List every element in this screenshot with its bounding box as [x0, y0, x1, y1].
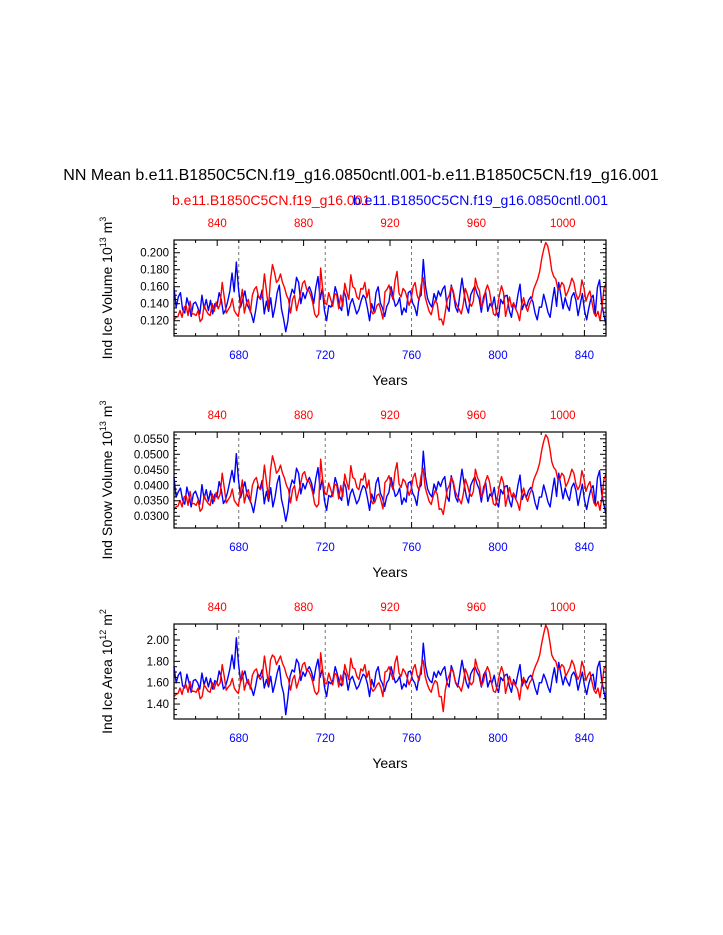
y-axis-label-exponent: 13: [98, 237, 108, 247]
y-tick-label: 0.0350: [134, 496, 169, 508]
y-tick-label: 0.200: [140, 248, 169, 260]
series-line-red: [173, 434, 607, 516]
chart-title: NN Mean b.e11.B1850C5CN.f19_g16.0850cntl…: [63, 167, 658, 184]
y-tick-label: 0.120: [140, 316, 169, 328]
bottom-x-tick-label: 760: [402, 733, 421, 745]
legend-blue-label: b.e11.B1850C5CN.f19_g16.0850cntl.001: [353, 192, 608, 208]
top-x-tick-label: 880: [294, 602, 313, 614]
y-axis-label-exponent: 2: [98, 609, 108, 614]
top-x-tick-label: 1000: [550, 602, 576, 614]
bottom-x-tick-label: 720: [316, 542, 335, 554]
top-x-tick-label: 960: [467, 218, 486, 230]
y-axis-label-part: Ind Ice Area 10: [99, 639, 115, 733]
y-tick-label: 0.160: [140, 282, 169, 294]
bottom-x-tick-label: 840: [575, 350, 594, 362]
y-axis-label-exponent: 3: [98, 217, 108, 222]
legend-red-label: b.e11.B1850C5CN.f19_g16.001: [172, 192, 370, 208]
y-tick-label: 0.140: [140, 299, 169, 311]
y-tick-label: 1.60: [147, 678, 169, 690]
bottom-x-tick-label: 800: [488, 542, 507, 554]
y-axis-label-part: m: [99, 406, 115, 418]
top-x-tick-label: 840: [208, 218, 227, 230]
bottom-x-tick-label: 680: [229, 542, 248, 554]
y-axis-label-part: m: [99, 614, 115, 626]
y-axis-label-part: Ind Snow Volume 10: [99, 431, 115, 560]
series-line-blue: [173, 258, 607, 333]
chart-panel-2: 0.0300 0.0350 0.0400 0.0450 0.0500 0.0550 680 7…: [98, 400, 607, 580]
series-line-blue: [173, 637, 607, 716]
y-axis-label-part: Ind Ice Volume 10: [99, 247, 115, 359]
y-tick-label: 0.0550: [134, 434, 169, 446]
bottom-x-tick-label: 720: [316, 733, 335, 745]
top-x-tick-label: 1000: [550, 410, 576, 422]
bottom-x-tick-label: 760: [402, 542, 421, 554]
top-x-tick-label: 1000: [550, 218, 576, 230]
y-axis-label-exponent: 13: [98, 421, 108, 431]
y-axis-label: Ind Ice Area 1012 m2: [98, 609, 115, 734]
x-axis-label: Years: [372, 755, 407, 771]
bottom-x-tick-label: 800: [488, 350, 507, 362]
bottom-x-tick-label: 760: [402, 350, 421, 362]
y-axis-label: Ind Snow Volume 1013 m3: [98, 400, 115, 559]
y-tick-label: 0.0450: [134, 465, 169, 477]
y-tick-label: 2.00: [147, 635, 169, 647]
top-x-tick-label: 840: [208, 602, 227, 614]
chart-panel-3: 1.40 1.60 1.80 2.00 680 720 760 800 840 840 880 920…: [98, 602, 607, 771]
bottom-x-tick-label: 840: [575, 542, 594, 554]
top-x-tick-label: 920: [380, 602, 399, 614]
x-axis-label: Years: [372, 372, 407, 388]
y-tick-label: 0.0400: [134, 480, 169, 492]
bottom-x-tick-label: 680: [229, 350, 248, 362]
y-tick-label: 0.0300: [134, 511, 169, 523]
y-axis-label-exponent: 12: [98, 630, 108, 640]
y-tick-label: 1.80: [147, 656, 169, 668]
bottom-x-tick-label: 680: [229, 733, 248, 745]
x-axis-label: Years: [372, 564, 407, 580]
y-tick-label: 0.180: [140, 265, 169, 277]
top-x-tick-label: 960: [467, 410, 486, 422]
series-line-red: [173, 241, 607, 326]
y-axis-label-part: m: [99, 222, 115, 234]
y-tick-label: 0.0500: [134, 449, 169, 461]
top-x-tick-label: 840: [208, 410, 227, 422]
y-tick-label: 1.40: [147, 699, 169, 711]
series-line-blue: [173, 450, 607, 522]
bottom-x-tick-label: 800: [488, 733, 507, 745]
top-x-tick-label: 920: [380, 410, 399, 422]
series-line-red: [173, 624, 607, 713]
top-x-tick-label: 880: [294, 218, 313, 230]
top-x-tick-label: 880: [294, 410, 313, 422]
top-x-tick-label: 920: [380, 218, 399, 230]
bottom-x-tick-label: 840: [575, 733, 594, 745]
y-axis-label: Ind Ice Volume 1013 m3: [98, 217, 115, 360]
chart-panel-1: 0.120 0.140 0.160 0.180 0.200 680 720 760 800 840…: [98, 217, 607, 388]
top-x-tick-label: 960: [467, 602, 486, 614]
bottom-x-tick-label: 720: [316, 350, 335, 362]
y-axis-label-exponent: 3: [98, 400, 108, 405]
